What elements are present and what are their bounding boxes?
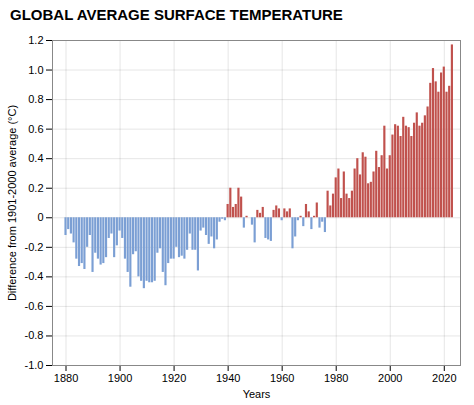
svg-text:0: 0 — [37, 211, 43, 223]
html-text:GLOBAL AVERAGE SURFACE TEMPERA: GLOBAL AVERAGE SURFACE TEMPERATURE — [10, 6, 343, 23]
svg-text:1.2: 1.2 — [28, 34, 43, 46]
svg-text:-0.4: -0.4 — [25, 270, 44, 282]
svg-text:1980: 1980 — [324, 372, 348, 384]
svg-text:0.8: 0.8 — [28, 93, 43, 105]
svg-text:1880: 1880 — [54, 372, 78, 384]
svg-text:Difference from 1901-2000 aver: Difference from 1901-2000 average (°C) — [6, 105, 18, 301]
svg-text:1960: 1960 — [270, 372, 294, 384]
svg-text:0.2: 0.2 — [28, 182, 43, 194]
svg-text:-0.2: -0.2 — [25, 241, 44, 253]
svg-text:1.0: 1.0 — [28, 64, 43, 76]
svg-text:2000: 2000 — [378, 372, 402, 384]
svg-text:-0.8: -0.8 — [25, 329, 44, 341]
svg-text:2020: 2020 — [432, 372, 456, 384]
svg-text:0.4: 0.4 — [28, 152, 43, 164]
svg-text:1940: 1940 — [216, 372, 240, 384]
svg-text:1920: 1920 — [162, 372, 186, 384]
svg-text:-1.0: -1.0 — [25, 359, 44, 371]
svg-text:-0.6: -0.6 — [25, 300, 44, 312]
svg-text:0.6: 0.6 — [28, 123, 43, 135]
svg-text:Years: Years — [243, 388, 271, 400]
svg-text:1900: 1900 — [108, 372, 132, 384]
